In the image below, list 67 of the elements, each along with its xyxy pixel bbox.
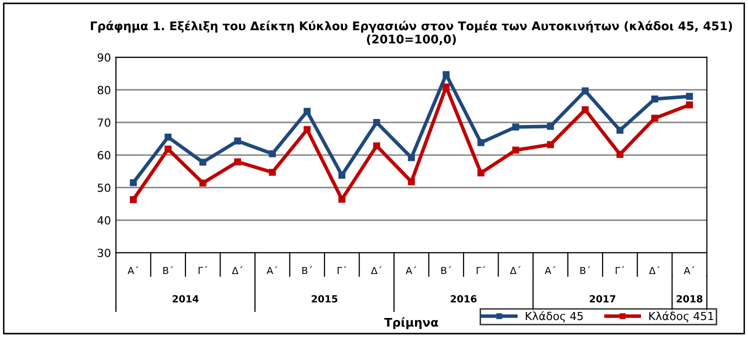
- point: [408, 178, 415, 186]
- y-tick-label: 30: [98, 248, 110, 258]
- point: [234, 158, 242, 166]
- y-tick-label: 40: [97, 216, 110, 225]
- x-tick-label: Δ΄: [649, 266, 660, 274]
- point: [616, 150, 624, 158]
- y-tick-label: 90: [98, 53, 110, 62]
- x-tick-label: Β΄: [302, 266, 312, 274]
- point: [512, 146, 520, 154]
- text: 2015: [312, 295, 338, 302]
- x-tick-label: Γ΄: [198, 266, 208, 274]
- point: [304, 108, 311, 115]
- point: [408, 154, 415, 162]
- x-tick-label: Β΄: [580, 266, 590, 274]
- x-axis-title: Τρίμηνα: [384, 317, 438, 330]
- point: [130, 196, 137, 204]
- point: [651, 114, 658, 122]
- point: [130, 179, 137, 186]
- point: [199, 180, 206, 187]
- point: [234, 138, 242, 144]
- text: 2014: [172, 295, 199, 302]
- point: [477, 139, 484, 146]
- x-tick-label: Α΄: [266, 266, 278, 274]
- point: [442, 83, 450, 90]
- point: [546, 141, 554, 148]
- x-tick-label: Α΄: [544, 266, 556, 274]
- point: [686, 101, 693, 108]
- text: 2018: [676, 295, 702, 302]
- text: 2016: [450, 295, 477, 302]
- x-tick-label: Α΄: [684, 266, 694, 274]
- x-tick-label: Β΄: [441, 266, 452, 274]
- y-tick-label: 50: [98, 184, 110, 192]
- x-tick-label: Δ΄: [370, 266, 382, 274]
- point: [338, 172, 346, 179]
- point: [512, 124, 520, 130]
- point: [582, 87, 589, 94]
- point: [373, 118, 380, 126]
- x-tick-label: Β΄: [163, 266, 174, 274]
- x-tick-label: Α΄: [406, 266, 416, 274]
- x-tick-label: Γ΄: [616, 266, 624, 274]
- point: [546, 122, 554, 130]
- point: [164, 134, 172, 141]
- point: [268, 168, 276, 176]
- y-tick-label: 70: [98, 118, 110, 127]
- point: [199, 158, 206, 166]
- point: [442, 71, 450, 78]
- point: [477, 169, 484, 176]
- x-tick-label: Δ΄: [232, 266, 243, 274]
- point: [651, 96, 658, 102]
- y-tick-label: 80: [98, 86, 110, 94]
- x-tick-label: Γ΄: [476, 266, 486, 274]
- point: [616, 126, 624, 134]
- x-tick-label: Γ΄: [338, 266, 346, 274]
- point: [582, 106, 589, 114]
- point: [164, 146, 172, 153]
- point: [686, 92, 693, 100]
- y-tick-label: 60: [98, 150, 110, 160]
- legend-label: Κλάδος 451: [649, 311, 714, 322]
- point: [268, 150, 276, 158]
- legend-label: Κλάδος 45: [526, 311, 583, 322]
- point: [338, 196, 346, 203]
- point: [304, 126, 311, 134]
- chart-title: Γράφημα 1. Εξέλιξη του Δείκτη Κύκλου Εργασιών στον Τομέα των Αυτοκινήτων (κλάδοι 45, 451) (2010=100,0): [90, 20, 732, 46]
- x-tick-label: Α΄: [128, 266, 138, 274]
- point: [373, 142, 380, 150]
- text: 2017: [590, 295, 616, 302]
- x-tick-label: Δ΄: [510, 266, 521, 274]
